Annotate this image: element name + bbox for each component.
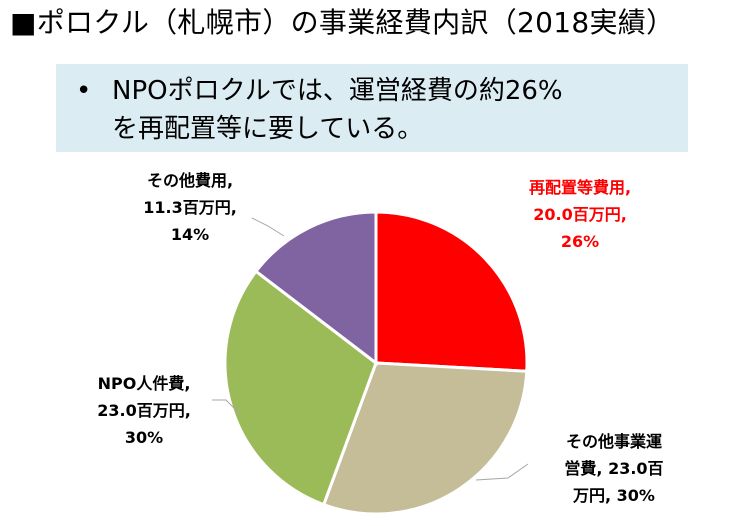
leader-lines (212, 217, 529, 481)
pie-slice (321, 361, 529, 516)
callout-box (56, 64, 688, 152)
callout-line-2: を再配置等に要している。 (112, 114, 424, 144)
slice-label: その他費用, 11.3百万円, 14% (143, 171, 237, 244)
pie-slices (223, 210, 529, 516)
slice-label-line: 営費, 23.0百 (564, 459, 663, 478)
slice-label-line: 30% (125, 428, 163, 447)
callout-line-1: NPOポロクルでは、運営経費の約26% (112, 76, 563, 106)
slice-label-line: 再配置等費用, (529, 178, 631, 197)
leader-line (212, 399, 241, 415)
page-title: ■ポロクル（札幌市）の事業経費内訳（2018実績） (10, 6, 675, 39)
leader-line (251, 217, 285, 237)
pie-labels: 再配置等費用, 20.0百万円, 26% その他事業運営費, 23.0百万円, 30%… (97, 171, 663, 505)
slice-label-line: 万円, 30% (572, 486, 655, 505)
slice-label-line: 14% (171, 225, 209, 244)
slice-label-line: NPO人件費, (98, 374, 191, 393)
slice-label-line: 23.0百万円, (97, 401, 191, 420)
leader-line (475, 463, 529, 481)
slice-label-line: 20.0百万円, (533, 205, 627, 224)
slice-label-line: その他費用, (147, 171, 233, 190)
pie-slice (253, 210, 378, 367)
slice-label-line: その他事業運 (566, 432, 662, 451)
callout-bullet: • (76, 76, 92, 106)
slice-label-line: 11.3百万円, (143, 198, 237, 217)
pie-slice (374, 210, 529, 373)
slice-label-line: 26% (561, 232, 599, 251)
slice-label: NPO人件費, 23.0百万円, 30% (97, 374, 191, 447)
slice-label: 再配置等費用, 20.0百万円, 26% (529, 178, 631, 251)
slice-label: その他事業運営費, 23.0百万円, 30% (564, 432, 663, 505)
